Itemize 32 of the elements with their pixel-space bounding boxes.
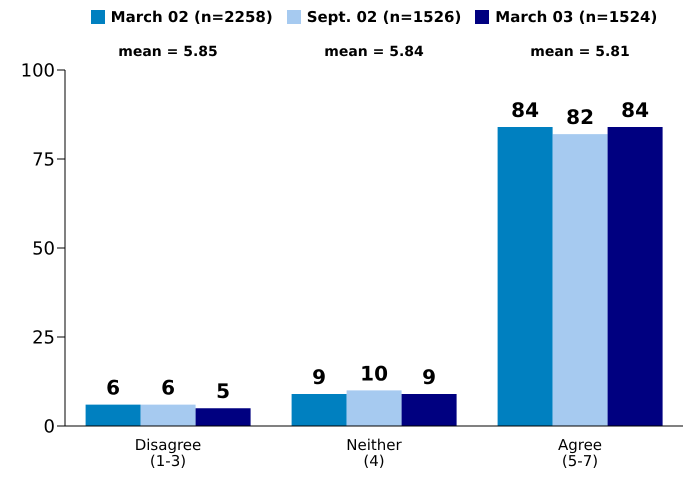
data-label: 84 bbox=[621, 98, 650, 122]
bar bbox=[140, 404, 196, 426]
data-label: 6 bbox=[106, 376, 120, 400]
bar bbox=[498, 126, 553, 426]
legend-label: March 03 (n=1524) bbox=[495, 8, 658, 26]
bar bbox=[402, 394, 457, 426]
y-tick-label: 25 bbox=[32, 327, 55, 348]
bar bbox=[86, 404, 141, 426]
text: mean = 5.81 bbox=[530, 44, 630, 60]
y-tick-label: 50 bbox=[32, 238, 55, 260]
legend-label: Sept. 02 (n=1526) bbox=[306, 8, 462, 26]
text: mean = 5.84 bbox=[324, 44, 424, 60]
data-label: 9 bbox=[422, 364, 436, 389]
data-label: 5 bbox=[216, 379, 230, 404]
data-label: 84 bbox=[511, 98, 540, 122]
bar bbox=[346, 390, 402, 426]
bar bbox=[196, 408, 251, 426]
data-label: 6 bbox=[161, 376, 176, 400]
y-tick-label: 75 bbox=[32, 149, 55, 170]
data-label: 82 bbox=[566, 105, 594, 130]
y-tick-label: 0 bbox=[44, 416, 55, 438]
y-tick-label: 100 bbox=[20, 60, 55, 82]
data-label: 9 bbox=[312, 364, 326, 389]
bar bbox=[608, 126, 663, 426]
bar bbox=[292, 394, 347, 426]
x-tick-label: Neither (4) bbox=[346, 436, 403, 470]
text: mean = 5.85 bbox=[118, 44, 218, 60]
bar bbox=[552, 134, 608, 426]
legend-label: March 02 (n=2258) bbox=[110, 8, 273, 26]
x-tick-label: Disagree (1-3) bbox=[134, 436, 202, 470]
data-label: 10 bbox=[360, 361, 388, 386]
x-tick-label: Agree (5-7) bbox=[558, 436, 602, 470]
